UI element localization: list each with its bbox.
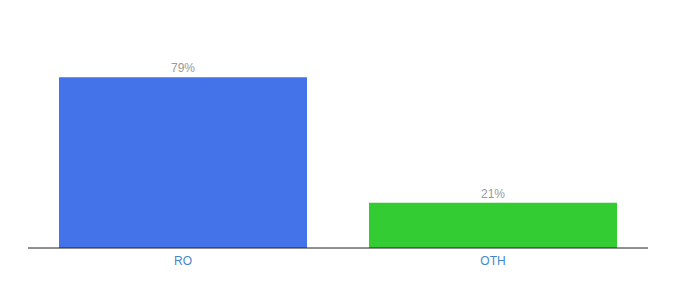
svg-text:79%: 79%	[171, 61, 195, 75]
svg-text:OTH: OTH	[480, 254, 505, 268]
svg-text:21%: 21%	[481, 187, 505, 201]
svg-text:RO: RO	[174, 254, 192, 268]
